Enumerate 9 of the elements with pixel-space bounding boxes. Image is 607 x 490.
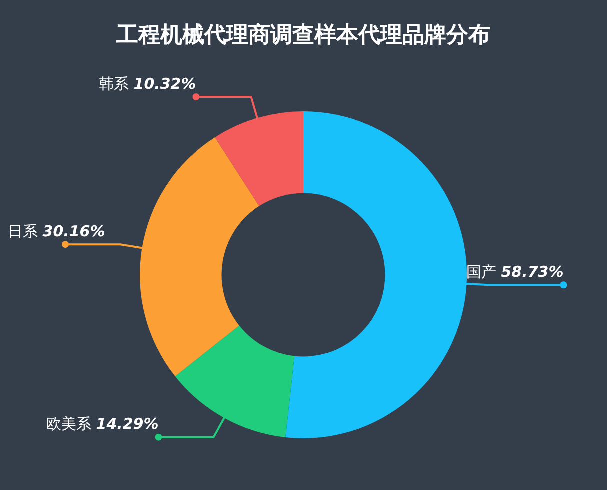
chart-title: 工程机械代理商调查样本代理品牌分布 [116,22,492,50]
slice-label: 韩系 [98,74,134,93]
data-label: 14.29% [96,415,159,434]
data-label: 58.73% [501,263,564,282]
data-label: 10.32% [134,74,196,93]
slice-label: 欧美系 [46,415,96,434]
slice-label: 国产 [466,263,502,282]
data-label: 30.16% [42,222,106,240]
slice-label: 日系 [8,222,43,240]
